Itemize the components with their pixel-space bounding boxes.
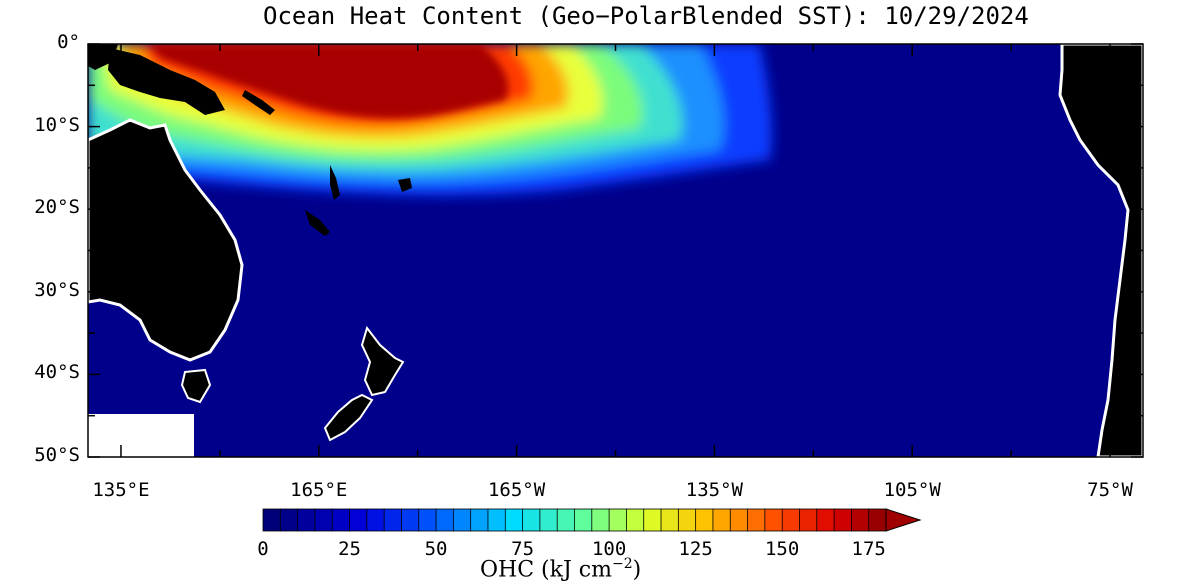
- colorbar-bin: [539, 508, 559, 532]
- land-masses: [88, 44, 1143, 457]
- land-tasmania: [180, 368, 212, 404]
- land-new-guinea: [108, 48, 225, 115]
- colorbar-bin: [643, 508, 662, 532]
- colorbar-bin: [401, 508, 420, 532]
- lat-tick-label: 0°: [57, 31, 80, 53]
- no-data-patch: [88, 414, 194, 457]
- colorbar-bin: [591, 508, 611, 532]
- colorbar-tick-label: 75: [511, 538, 535, 560]
- ohc-core: [150, 44, 509, 119]
- colorbar-bin: [349, 508, 368, 532]
- colorbar-bin: [868, 508, 887, 532]
- colorbar-bin: [487, 508, 507, 532]
- colorbar-bin: [435, 508, 455, 532]
- colorbar-tick-label: 25: [338, 538, 361, 560]
- colorbar-bin: [850, 508, 870, 532]
- land-borneo-edge: [88, 44, 118, 70]
- axis-ticks: [88, 43, 1143, 458]
- colorbar-bin: [522, 508, 541, 532]
- colorbar-bin: [608, 508, 628, 532]
- colorbar-tick-label: 100: [591, 538, 627, 560]
- colorbar-bin: [833, 508, 853, 532]
- lon-tick-label: 105°W: [883, 479, 941, 501]
- lat-tick-label: 50°S: [34, 444, 80, 466]
- land-south-america: [1058, 44, 1143, 457]
- colorbar-bin: [799, 508, 818, 532]
- lon-tick-label: 75°W: [1087, 479, 1133, 501]
- colorbar-tick-label: 50: [424, 538, 448, 560]
- colorbar-bin: [279, 508, 299, 532]
- colorbar-bin: [418, 508, 437, 532]
- colorbar-bin: [297, 508, 316, 532]
- colorbar-bin: [695, 508, 714, 532]
- land-new-caledonia: [305, 210, 330, 236]
- colorbar-bin: [556, 508, 576, 532]
- lat-tick-label: 30°S: [34, 278, 80, 301]
- colorbar-bin: [504, 508, 524, 532]
- lat-tick-label: 10°S: [34, 113, 80, 136]
- colorbar-bin: [712, 508, 732, 532]
- lat-tick-label: 20°S: [34, 196, 80, 219]
- colorbar-tick-label: 0: [257, 538, 269, 560]
- colorbar-bin: [366, 508, 386, 532]
- colorbar-bin: [452, 508, 472, 532]
- colorbar-tick-label: 175: [851, 538, 886, 560]
- colorbar-bin: [816, 508, 835, 532]
- land-australia: [88, 118, 244, 362]
- land-solomon-islands: [242, 90, 275, 115]
- colorbar: [262, 508, 922, 532]
- map-title: Ocean Heat Content (Geo−PolarBlended SST…: [263, 2, 1029, 30]
- colorbar-bin: [331, 508, 351, 532]
- colorbar-bin: [747, 508, 766, 532]
- colorbar-bin: [574, 508, 593, 532]
- colorbar-bin: [626, 508, 645, 532]
- land-fiji: [398, 178, 412, 192]
- colorbar-tick-label: 150: [764, 538, 800, 560]
- colorbar-bin: [781, 508, 801, 532]
- colorbar-label: OHC (kJ cm−2): [480, 556, 642, 583]
- colorbar-tick-label: 125: [678, 538, 713, 560]
- colorbar-bin: [729, 508, 749, 532]
- land-new-zealand-north: [360, 325, 405, 397]
- colorbar-extend-arrow: [885, 508, 922, 532]
- colorbar-bin: [314, 508, 334, 532]
- colorbar-bin: [660, 508, 680, 532]
- colorbar-bin: [677, 508, 697, 532]
- lon-tick-label: 165°W: [487, 479, 546, 501]
- land-vanuatu: [330, 165, 340, 200]
- lon-tick-label: 135°W: [685, 479, 743, 501]
- lon-tick-label: 165°E: [290, 479, 348, 501]
- colorbar-bin: [764, 508, 784, 532]
- land-new-zealand-south: [323, 393, 374, 442]
- colorbar-bin: [262, 508, 282, 532]
- lon-tick-label: 135°E: [92, 479, 150, 501]
- colorbar-bin: [383, 508, 403, 532]
- colorbar-bin: [470, 508, 489, 532]
- lat-tick-label: 40°S: [34, 361, 80, 384]
